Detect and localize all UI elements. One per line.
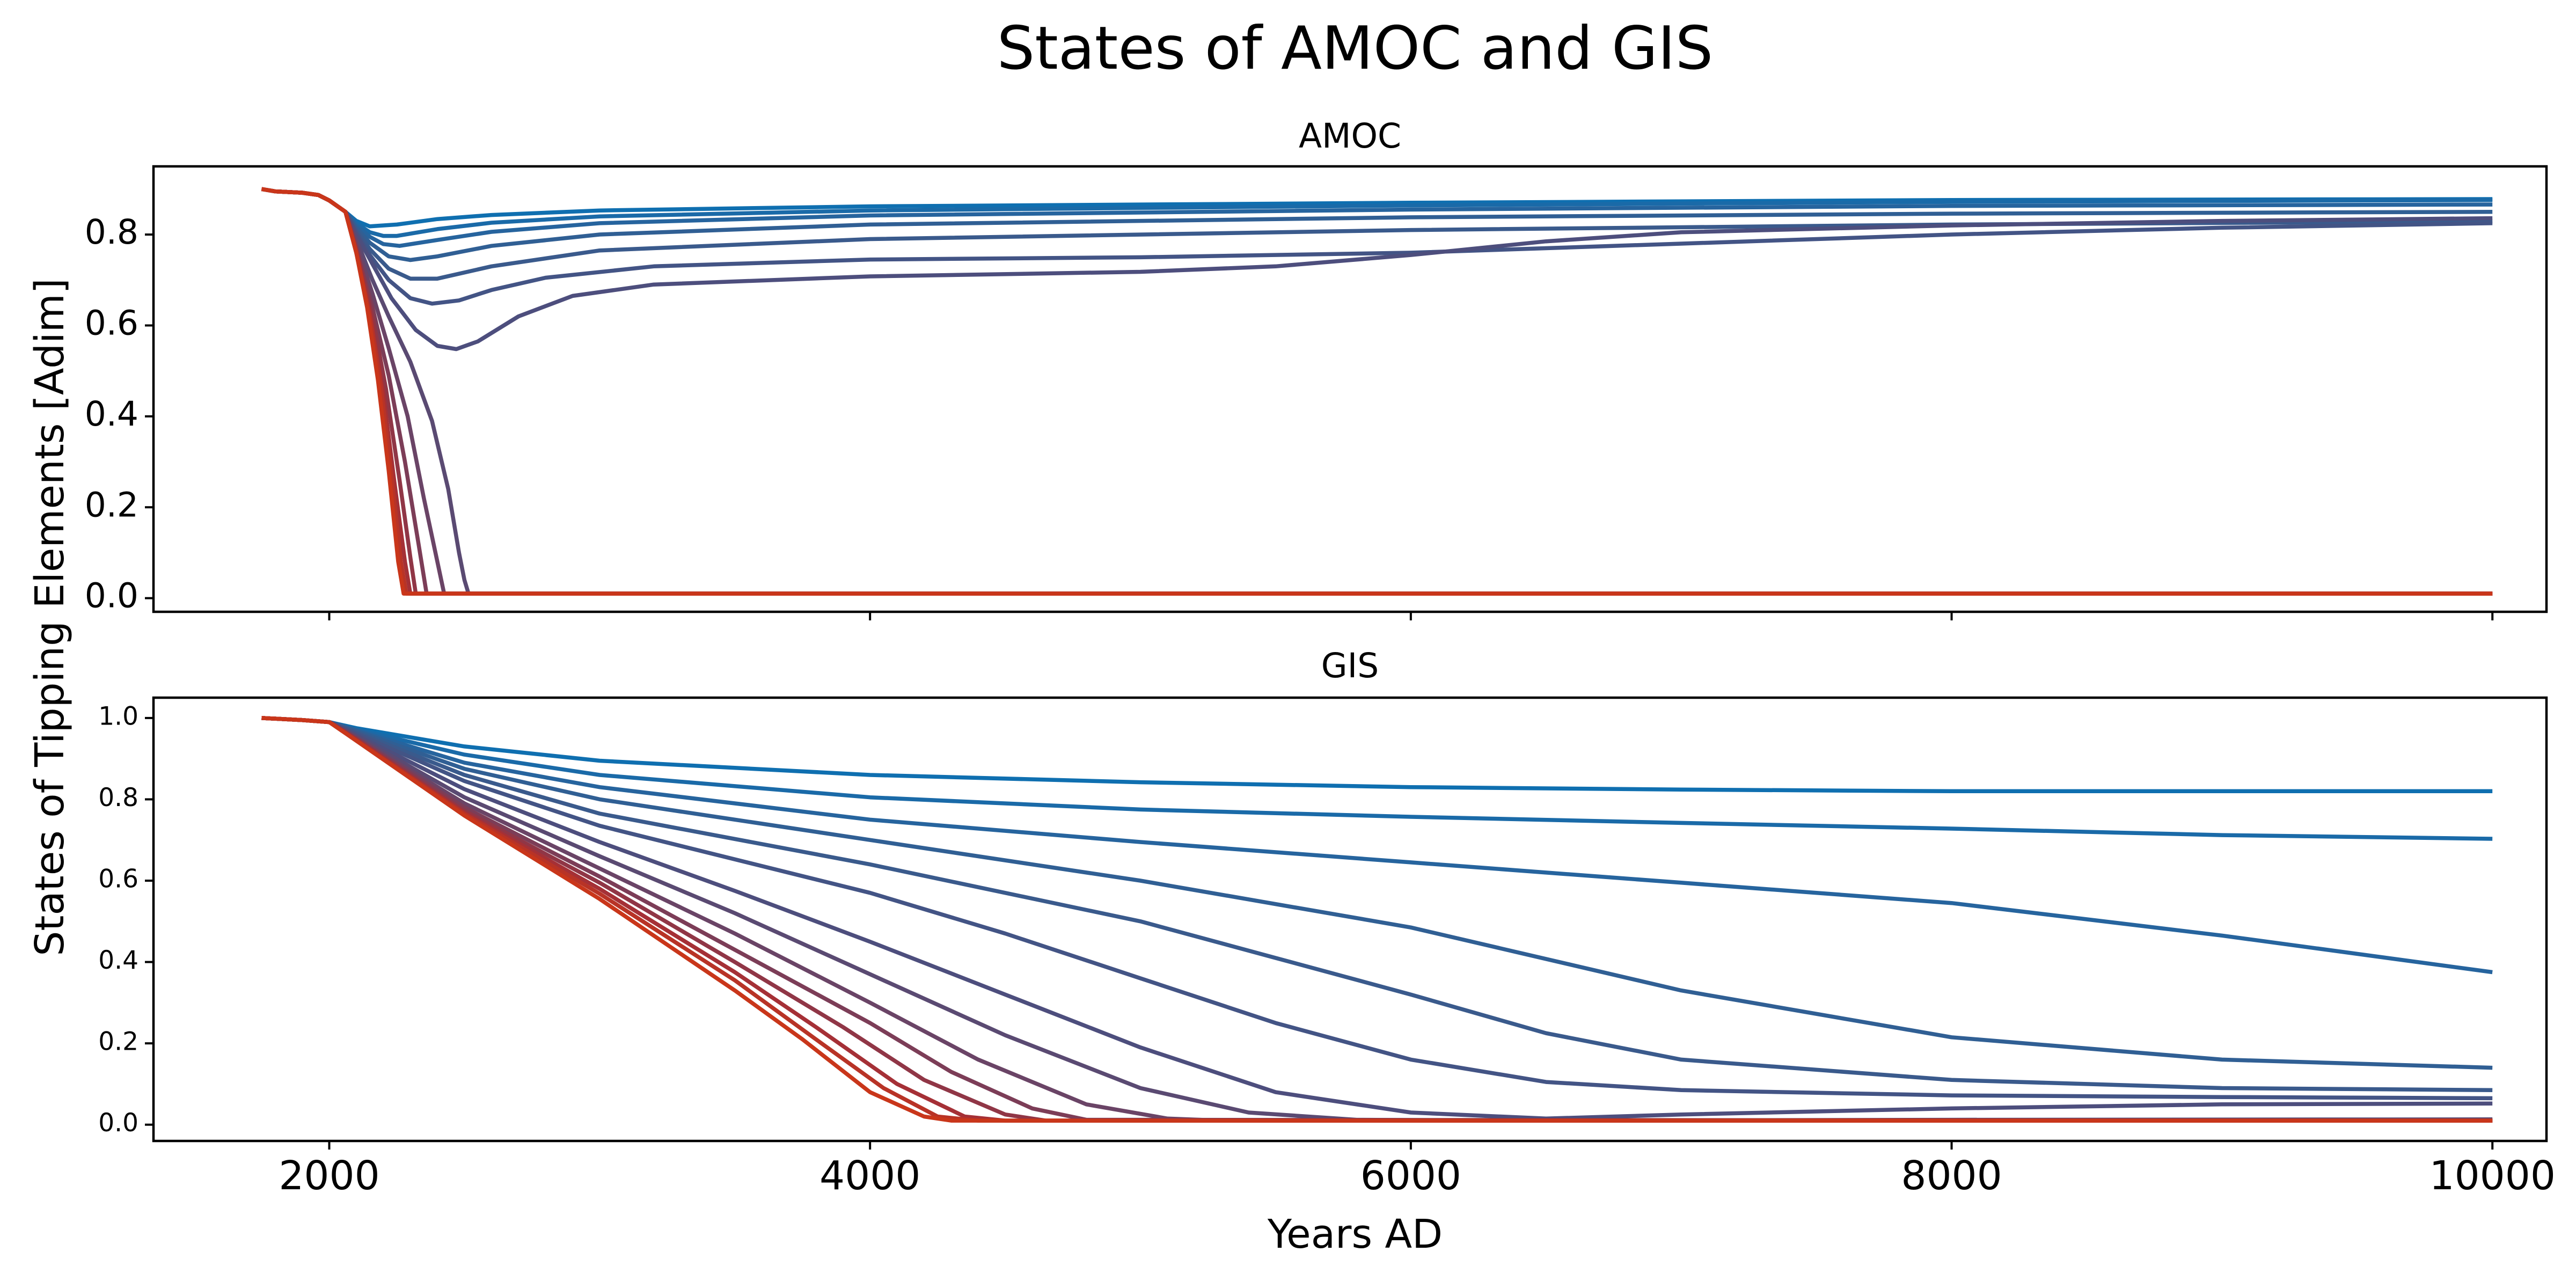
y-axis-label: States of Tipping Elements [Adim] [27,278,73,956]
amoc-y-tick-label: 0.8 [85,213,138,252]
gis-x-tick-label: 4000 [819,1153,920,1199]
gis-series-line-9 [261,716,2493,1123]
gis-x-tick-label: 2000 [279,1153,379,1199]
amoc-panel: AMOC 0.0 0.2 0.4 0.6 0.8 [85,116,2548,620]
gis-panel: GIS 0.0 0.2 0.4 0.6 0.8 1.0 2000 4000 6000 8000 100… [98,646,2556,1199]
gis-series-line-14 [261,716,2493,1123]
x-axis-label: Years AD [1267,1211,1443,1257]
gis-x-tick-label: 6000 [1360,1153,1461,1199]
gis-x-tick-label: 8000 [1901,1153,2002,1199]
gis-series-line-12 [261,716,2493,1123]
gis-series-line-3 [261,716,2493,975]
gis-y-tick-label: 0.8 [98,783,138,813]
gis-y-tick-label: 0.0 [98,1108,138,1138]
amoc-panel-title: AMOC [1299,116,1401,156]
amoc-y-tick-label: 0.2 [85,485,138,524]
gis-series-group [261,716,2493,1123]
amoc-y-tick-label: 0.4 [85,394,138,434]
gis-series-line-8 [261,716,2493,1123]
gis-series-line-11 [261,716,2493,1123]
gis-series-line-2 [261,716,2493,841]
gis-y-tick-label: 0.4 [98,946,138,975]
y-axis-label-group: States of Tipping Elements [Adim] [27,278,73,956]
gis-series-line-10 [261,716,2493,1123]
figure-title: States of AMOC and GIS [997,14,1713,83]
gis-panel-title: GIS [1321,646,1379,685]
gis-series-line-13 [261,716,2493,1123]
gis-y-tick-label: 0.6 [98,865,138,894]
amoc-series-group [261,187,2493,596]
amoc-plot-frame [152,165,2548,613]
gis-y-tick-label: 1.0 [98,701,138,731]
amoc-series-line-14 [261,187,2493,596]
gis-series-line-1 [261,716,2493,794]
gis-plot-frame [152,696,2548,1143]
gis-y-tick-label: 0.2 [98,1027,138,1057]
amoc-y-tick-label: 0.6 [85,304,138,343]
amoc-y-tick-label: 0.0 [85,576,138,616]
gis-series-line-7 [261,716,2493,1121]
gis-x-tick-label: 10000 [2429,1153,2556,1199]
